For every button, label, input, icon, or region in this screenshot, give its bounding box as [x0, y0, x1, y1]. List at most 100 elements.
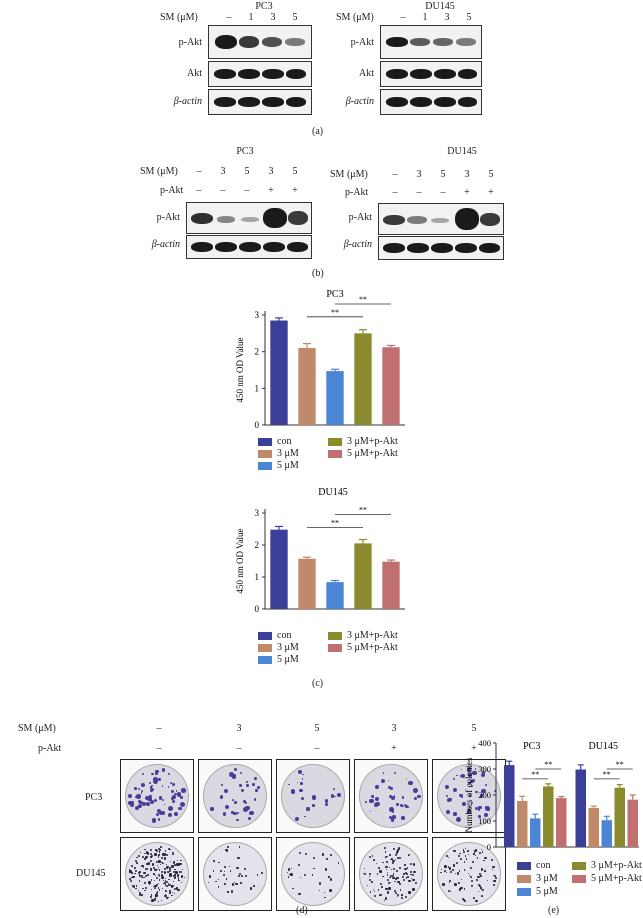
colony [223, 871, 226, 873]
colony [162, 853, 165, 856]
colony [147, 796, 153, 802]
legend-swatch [328, 643, 342, 652]
colony [398, 847, 401, 850]
colony [181, 788, 186, 793]
colony [232, 774, 236, 778]
colony [485, 783, 488, 787]
colony [444, 865, 447, 868]
colony [390, 817, 395, 822]
panel-b-right-pakt-label: p-Akt [345, 187, 369, 198]
dose-label: 3 [268, 166, 274, 177]
colony [414, 882, 417, 885]
colony [393, 795, 396, 797]
colony [166, 853, 169, 857]
dose-label: 5 [488, 169, 494, 180]
colony [472, 861, 475, 864]
colony [168, 869, 172, 873]
colony [157, 866, 159, 868]
colony [412, 888, 415, 891]
colony [399, 882, 402, 885]
colony [249, 810, 254, 816]
colony [474, 854, 476, 856]
colony [142, 801, 147, 807]
colony [468, 854, 470, 856]
colony [328, 876, 330, 878]
colony-plate [354, 837, 428, 911]
chart-du145-od: DU145 0 1 2 3 450 nm OD Value ** ** [235, 487, 405, 614]
y-tick-label: 300 [478, 764, 491, 774]
panel-a-right-sm-label: SM (μM) [336, 12, 374, 23]
colony [300, 796, 304, 801]
panel-a-pc3-title: PC3 [255, 1, 273, 12]
colony [224, 788, 229, 793]
colony [402, 805, 405, 808]
colony [157, 873, 160, 876]
colony [144, 889, 146, 892]
dose-label: 5 [440, 169, 446, 180]
colony [137, 804, 142, 808]
colony [384, 851, 386, 853]
colony [130, 803, 135, 808]
colony [169, 860, 171, 862]
colony [175, 790, 178, 792]
colony [159, 863, 162, 866]
colony [381, 779, 386, 784]
colony [156, 891, 159, 893]
dose-label: 5 [292, 12, 298, 23]
colony [397, 880, 400, 884]
y-tick-label: 1 [255, 572, 260, 582]
colony [332, 788, 335, 791]
colony [157, 887, 160, 889]
colony [174, 793, 177, 796]
colony [324, 802, 328, 806]
colony [447, 890, 450, 893]
colony [140, 894, 143, 897]
colony [452, 869, 455, 871]
significance-mark: ** [531, 770, 539, 779]
colony [463, 860, 466, 863]
colony [181, 881, 183, 884]
colony [150, 856, 152, 858]
colony [144, 858, 146, 860]
colony [244, 867, 247, 870]
colony [129, 879, 132, 882]
colony [388, 807, 394, 813]
colony [416, 794, 421, 799]
dose-label: 5 [292, 166, 298, 177]
colony [394, 878, 397, 880]
y-tick-label: 0 [255, 604, 260, 614]
colony [386, 868, 388, 870]
colony [158, 796, 163, 800]
colony [368, 878, 372, 882]
colony [462, 898, 465, 901]
colony [143, 876, 145, 879]
colony [152, 863, 155, 866]
colony [389, 876, 391, 879]
colony [459, 775, 462, 777]
colony [389, 858, 391, 861]
colony [370, 794, 375, 799]
colony [492, 866, 494, 868]
colony [470, 779, 475, 784]
colony [452, 864, 456, 867]
colony [398, 882, 401, 885]
colony [442, 883, 445, 886]
pakt-sign: + [488, 187, 494, 198]
significance-mark: ** [359, 506, 367, 515]
colony [394, 891, 398, 895]
colony [475, 879, 478, 882]
colony [151, 787, 155, 792]
colony [463, 869, 466, 871]
colony [449, 798, 453, 801]
colony [149, 788, 153, 792]
colony [145, 875, 148, 878]
colony [135, 856, 138, 859]
colony [177, 859, 179, 861]
bar [270, 320, 288, 425]
colony [386, 866, 389, 869]
colony [224, 849, 227, 851]
colony [399, 804, 403, 808]
colony [225, 805, 230, 810]
colony [156, 864, 159, 867]
colony [144, 856, 148, 859]
